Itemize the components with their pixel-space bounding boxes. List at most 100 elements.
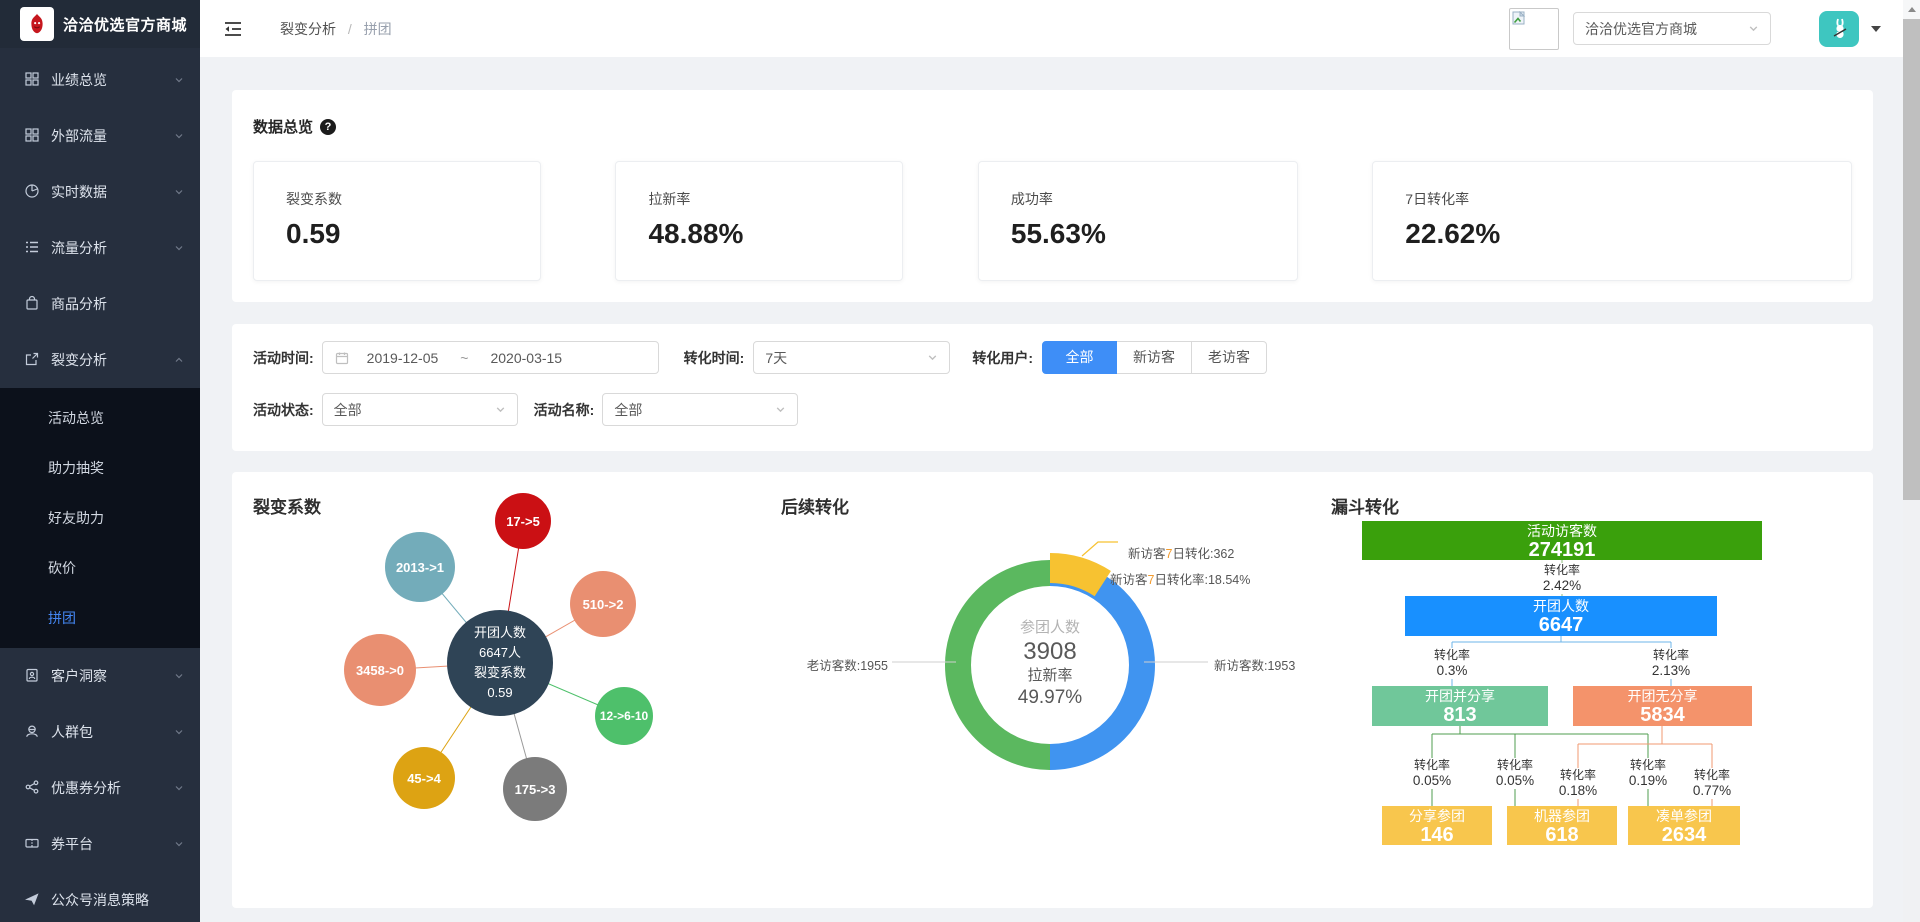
bubble-node: 175->3 bbox=[503, 757, 567, 821]
topbar: 裂变分析 / 拼团 洽洽优选官方商城 bbox=[200, 0, 1903, 57]
sidebar-subitem-activity-overview[interactable]: 活动总览 bbox=[48, 410, 104, 426]
ticket-icon bbox=[24, 835, 40, 854]
stat-value: 22.62% bbox=[1405, 218, 1501, 249]
chart-title: 裂变系数 bbox=[253, 498, 321, 517]
sidebar-item-audience-package[interactable]: 人群包 bbox=[0, 704, 200, 760]
funnel-bar-open-no-share: 开团无分享 5834 bbox=[1573, 686, 1752, 726]
filters-card: 活动时间: 2019-12-05 ~ 2020-03-15 转化时间: 7天 转… bbox=[232, 324, 1873, 451]
funnel-conv-root: 转化率 2.42% bbox=[1532, 563, 1592, 594]
mascot-icon bbox=[31, 13, 43, 34]
chevron-down-icon bbox=[929, 355, 937, 361]
bubble-node: 17->5 bbox=[495, 493, 551, 549]
chevron-down-icon bbox=[174, 668, 184, 684]
fission-bubble-chart: 裂变系数 开团人数 6647人 裂变系数 0.59 bbox=[232, 472, 760, 908]
sidebar-item-performance[interactable]: 业绩总览 bbox=[0, 52, 200, 108]
donut-left-label: 老访客数:1955 bbox=[806, 659, 888, 673]
bubble-node: 2013->1 bbox=[385, 532, 455, 602]
funnel-bar-visitors: 活动访客数 274191 bbox=[1362, 521, 1762, 560]
caret-down-icon[interactable] bbox=[1871, 25, 1881, 32]
grid-icon bbox=[24, 71, 40, 90]
sidebar-item-coupon-analysis[interactable]: 优惠券分析 bbox=[0, 760, 200, 816]
sidebar: 洽洽优选官方商城 业绩总览 外部流量 实时数据 流量分析 商品分析 bbox=[0, 0, 200, 922]
list-icon bbox=[24, 239, 40, 258]
activity-name-select[interactable]: 全部 bbox=[602, 393, 799, 426]
sidebar-item-coupon-platform[interactable]: 券平台 bbox=[0, 816, 200, 872]
donut-overlay-rate-label: 新访客7日转化率:18.54% bbox=[1110, 573, 1251, 587]
scrollbar-up-arrow[interactable] bbox=[1903, 0, 1920, 19]
chevron-down-icon bbox=[174, 240, 184, 256]
activity-time-label: 活动时间: bbox=[253, 349, 314, 366]
funnel-conv-l4-5: 转化率 0.77% bbox=[1682, 768, 1742, 799]
sidebar-item-label: 裂变分析 bbox=[51, 352, 107, 368]
breadcrumb-parent[interactable]: 裂变分析 bbox=[280, 20, 336, 37]
charts-card: 裂变系数 开团人数 6647人 裂变系数 0.59 bbox=[232, 472, 1873, 908]
export-icon bbox=[24, 351, 40, 370]
user-avatar[interactable] bbox=[1819, 10, 1859, 47]
activity-name-value: 全部 bbox=[614, 401, 643, 418]
donut-right-label: 新访客数:1953 bbox=[1214, 659, 1296, 673]
funnel-conv-right: 转化率 2.13% bbox=[1641, 648, 1701, 679]
sidebar-item-label: 人群包 bbox=[51, 724, 93, 740]
funnel-conv-l4-3: 转化率 0.18% bbox=[1548, 768, 1608, 799]
donut-center-text: 参团人数 3908 拉新率 49.97% bbox=[1017, 619, 1083, 708]
pie-chart-icon bbox=[24, 183, 40, 202]
stat-label: 7日转化率 bbox=[1405, 191, 1470, 207]
conversion-time-select[interactable]: 7天 bbox=[753, 341, 951, 374]
date-separator: ~ bbox=[460, 349, 469, 366]
stats-row: 裂变系数 0.59 拉新率 48.88% 成功率 55.63% 7日转化率 22… bbox=[253, 161, 1852, 281]
sidebar-item-label: 外部流量 bbox=[51, 128, 107, 144]
sidebar-item-external-traffic[interactable]: 外部流量 bbox=[0, 108, 200, 164]
sidebar-item-fission-analysis[interactable]: 裂变分析 bbox=[0, 332, 200, 388]
chevron-down-icon bbox=[1749, 26, 1758, 32]
bubble-node: 3458->0 bbox=[344, 634, 416, 706]
sidebar-item-realtime-data[interactable]: 实时数据 bbox=[0, 164, 200, 220]
breadcrumb-separator: / bbox=[347, 20, 352, 37]
vertical-scrollbar[interactable] bbox=[1903, 0, 1920, 922]
sidebar-item-label: 实时数据 bbox=[51, 184, 107, 200]
date-range-input[interactable]: 2019-12-05 ~ 2020-03-15 bbox=[321, 341, 659, 374]
sidebar-item-label: 券平台 bbox=[51, 836, 93, 852]
sidebar-subitem-boost-lottery[interactable]: 助力抽奖 bbox=[48, 460, 104, 476]
donut-overlay-label: 新访客7日转化:362 bbox=[1128, 547, 1235, 561]
funnel-bar-open-with-share: 开团并分享 813 bbox=[1372, 686, 1548, 726]
sidebar-item-customer-insight[interactable]: 客户洞察 bbox=[0, 648, 200, 704]
sidebar-item-traffic-analysis[interactable]: 流量分析 bbox=[0, 220, 200, 276]
user-filter-new-button[interactable]: 新访客 bbox=[1117, 341, 1193, 374]
help-icon[interactable]: ? bbox=[320, 118, 337, 135]
funnel-conv-l4-4: 转化率 0.19% bbox=[1618, 758, 1678, 789]
chevron-down-icon bbox=[174, 724, 184, 740]
date-start-value: 2019-12-05 bbox=[366, 349, 439, 366]
sidebar-subitem-friend-boost[interactable]: 好友助力 bbox=[48, 510, 104, 526]
user-filter-all-button[interactable]: 全部 bbox=[1042, 341, 1118, 374]
shop-select[interactable]: 洽洽优选官方商城 bbox=[1573, 12, 1771, 45]
clipboard-user-icon bbox=[24, 667, 40, 686]
breadcrumb-current: 拼团 bbox=[363, 20, 392, 37]
stat-success-rate: 成功率 55.63% bbox=[977, 161, 1298, 281]
conversion-time-label: 转化时间: bbox=[683, 349, 745, 366]
activity-status-select[interactable]: 全部 bbox=[321, 393, 518, 426]
scrollbar-thumb[interactable] bbox=[1903, 19, 1920, 500]
conversion-time-value: 7天 bbox=[765, 349, 788, 366]
sidebar-item-product-analysis[interactable]: 商品分析 bbox=[0, 276, 200, 332]
sidebar-item-official-account-message[interactable]: 公众号消息策略 bbox=[0, 872, 200, 922]
sidebar-subitem-group-buy[interactable]: 拼团 bbox=[48, 610, 76, 626]
broken-image-placeholder bbox=[1509, 7, 1559, 50]
menu-fold-icon[interactable] bbox=[222, 18, 244, 40]
sidebar-subitem-bargain[interactable]: 砍价 bbox=[48, 560, 76, 576]
breadcrumb: 裂变分析 / 拼团 bbox=[280, 19, 392, 39]
chevron-down-icon bbox=[174, 72, 184, 88]
funnel-bar-group-openers: 开团人数 6647 bbox=[1405, 596, 1717, 636]
app-logo bbox=[20, 7, 54, 41]
topbar-right: 洽洽优选官方商城 bbox=[1509, 7, 1881, 50]
stat-7day-conversion-rate: 7日转化率 22.62% bbox=[1372, 161, 1852, 281]
people-icon bbox=[24, 723, 40, 742]
conversion-user-button-group: 全部 新访客 老访客 bbox=[1042, 341, 1268, 374]
funnel-conversion-chart: 漏斗转化 活动访客数 274191 转化率 2.42% 开团人数 bbox=[1310, 472, 1873, 908]
funnel-bar-order-join: 凑单参团 2634 bbox=[1628, 806, 1740, 845]
follow-conversion-donut-chart: 后续转化 新访客7日转化:362 新访客7日转化率:18.54% 老访客数:19… bbox=[760, 472, 1310, 908]
activity-status-label: 活动状态: bbox=[253, 401, 314, 418]
chart-title: 后续转化 bbox=[781, 498, 849, 517]
donut-rings bbox=[892, 541, 1208, 770]
user-filter-old-button[interactable]: 老访客 bbox=[1192, 341, 1268, 374]
rabbit-avatar-icon bbox=[1833, 18, 1847, 38]
